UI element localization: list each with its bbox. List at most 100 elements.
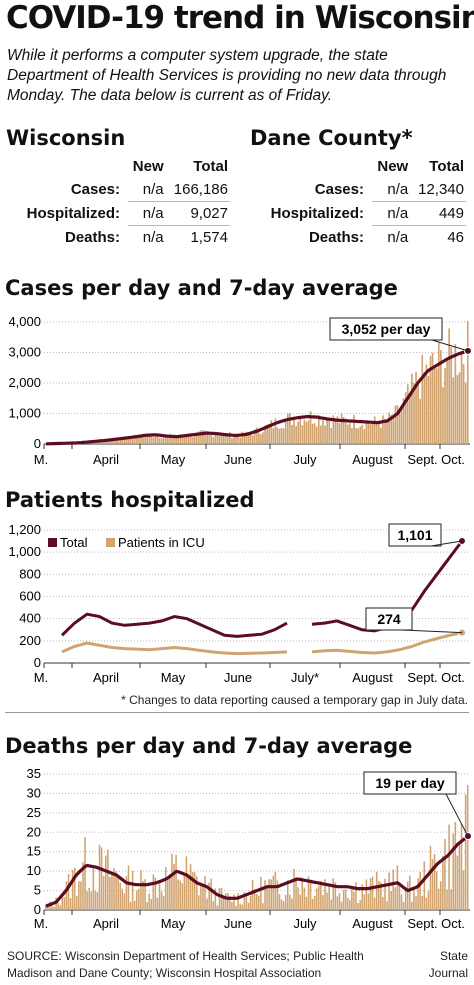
daily-bar [152,437,155,444]
daily-bar [268,423,271,444]
total-line [60,612,288,638]
row-total: 166,186 [165,178,230,202]
x-tick-label: August [352,452,393,467]
daily-bar [322,419,324,444]
row-label: Deaths: [65,228,121,246]
credit: State Journal [428,949,468,980]
daily-bar [429,355,432,444]
daily-bar [249,433,252,444]
daily-bar [437,888,440,910]
daily-bar [245,431,248,444]
daily-bar [241,431,244,444]
daily-bar [121,888,124,910]
y-tick-label: 800 [19,566,41,581]
y-tick-label: 0 [34,436,41,451]
callout-box [365,607,413,631]
daily-bar [255,894,258,910]
daily-bar [286,880,289,910]
daily-bar [115,871,117,910]
y-tick-label: 1,000 [8,406,41,421]
daily-bar [127,438,130,444]
daily-bar [268,879,270,910]
daily-bar [303,419,306,444]
wisconsin-table: New Total Cases: n/a 166,186 Hospitalized: n… [12,158,230,249]
daily-bar [239,903,241,910]
daily-bar [384,418,386,444]
daily-bar [456,375,459,444]
daily-bar [332,415,335,444]
daily-bar [315,426,318,444]
daily-bar [76,896,78,910]
daily-bar [328,885,330,910]
daily-bar [260,434,262,444]
daily-bar [251,879,254,910]
daily-bar [229,895,231,910]
daily-bar [224,893,227,910]
daily-bar [353,891,355,910]
daily-bar [355,882,357,910]
daily-bar [406,384,409,444]
daily-bar [193,872,196,910]
daily-bar [142,880,144,910]
daily-bar [303,887,306,910]
daily-bar [454,344,457,444]
daily-bar [123,893,126,910]
gap-note: * Changes to data reporting caused a tem… [121,693,468,707]
daily-bar [342,889,345,910]
y-tick-label: 0 [34,902,41,917]
daily-bar [86,891,88,910]
daily-bar [65,881,68,910]
daily-bar [193,435,196,444]
daily-bar [425,364,428,444]
daily-bar [61,896,64,910]
daily-bar [150,434,153,444]
row-new: n/a [371,201,411,226]
avg-line [45,834,469,908]
daily-bar [305,896,308,910]
daily-bar [295,426,297,444]
daily-bar [117,439,120,444]
daily-bar [235,905,237,910]
daily-bar [258,432,260,444]
daily-bar [421,895,423,910]
y-tick-label: 4,000 [8,314,41,329]
daily-bar [440,881,442,910]
daily-bar [435,871,438,910]
daily-bar [365,420,368,444]
daily-bar [150,898,153,910]
daily-bar [404,889,407,910]
daily-bar [318,885,320,910]
daily-bar [115,439,117,444]
daily-bar [415,896,417,910]
daily-bar [218,435,221,444]
callout-label: 3,052 per day [342,321,431,337]
y-tick-label: 2,000 [8,375,41,390]
daily-bar [334,882,337,910]
daily-bar [80,881,82,910]
daily-bar [400,894,403,910]
daily-bar [63,897,66,910]
daily-bar [82,862,84,910]
daily-bar [111,872,113,910]
daily-bar [340,413,343,444]
daily-bar [187,436,190,444]
daily-bar [462,870,465,910]
x-tick-label: June [224,916,252,931]
daily-bar [222,898,225,910]
daily-bar [460,351,463,444]
row-label: Cases: [70,181,121,199]
daily-bar [326,419,328,444]
daily-bar [169,433,171,444]
latest-point [463,832,472,841]
daily-bar [107,439,109,444]
daily-bar [415,371,417,444]
daily-bar [100,441,103,444]
daily-bar [297,887,299,910]
daily-bar [102,440,105,444]
row-label: Deaths: [308,228,364,246]
daily-bar [409,875,411,910]
cases-chart: 0 1,000 2,000 3,000 4,000 M. April May June July A… [8,314,472,467]
row-total: 9,027 [165,201,230,226]
daily-bar [307,420,310,444]
daily-bar [164,434,167,444]
